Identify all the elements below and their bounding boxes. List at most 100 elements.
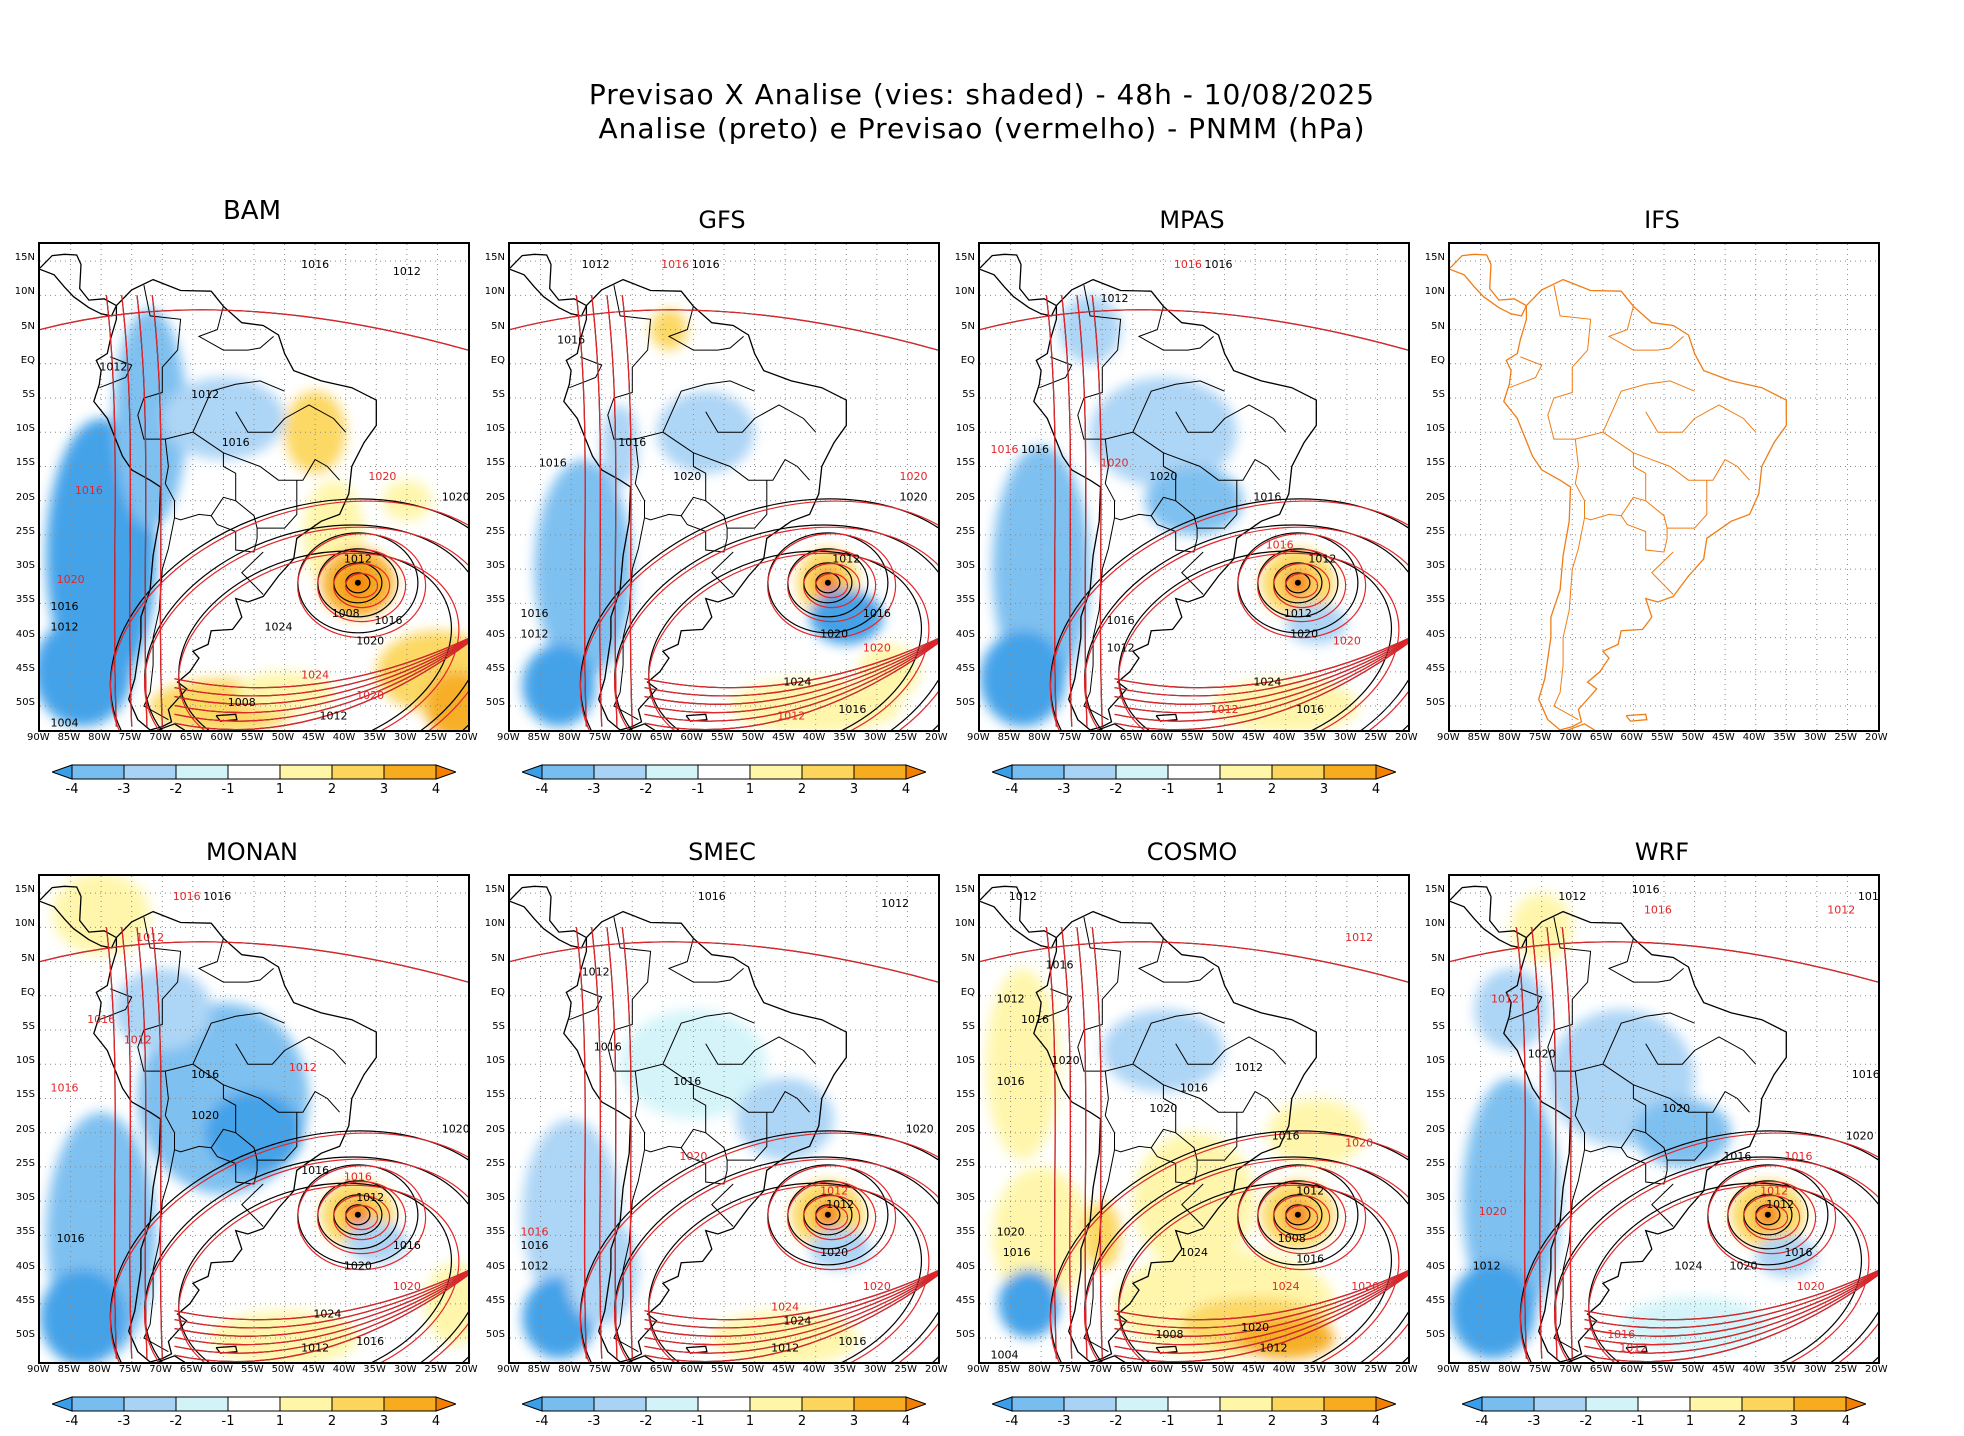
colorbar-label: 4 <box>431 782 441 797</box>
lon-tick-label: 25W <box>424 732 448 743</box>
isobar-label: 1020 <box>356 634 384 647</box>
grid-lines <box>40 876 468 1362</box>
lon-tick-label: 35W <box>1303 732 1326 743</box>
lon-tick-label: 50W <box>271 1364 295 1375</box>
colorbar-label: -2 <box>169 1414 183 1429</box>
colorbar-label: -1 <box>691 782 705 797</box>
grid-lines <box>1450 876 1878 1362</box>
isobar-label: 1020 <box>1149 1102 1177 1115</box>
lon-tick-label: 65W <box>649 1364 673 1375</box>
isobar-label: 1016 <box>521 1225 549 1238</box>
lat-tick-label: 40S <box>955 628 975 640</box>
lon-tick-label: 85W <box>997 1364 1021 1375</box>
colorbar-label: 1 <box>1685 1414 1695 1429</box>
colorbar-label: 3 <box>379 782 389 797</box>
lat-tick-label: EQ <box>960 354 975 366</box>
colorbar-label: 4 <box>901 1414 911 1429</box>
lat-tick-label: 30S <box>485 560 505 572</box>
lon-tick-label: 40W <box>332 732 356 743</box>
lat-tick-label: 50S <box>955 697 975 709</box>
lon-tick-label: 60W <box>680 732 704 743</box>
lon-tick-label: 25W <box>894 1364 918 1375</box>
colorbar-label: -2 <box>639 1414 653 1429</box>
isobar-label: 1016 <box>1266 539 1294 552</box>
lon-tick-label: 70W <box>1559 732 1582 743</box>
lat-tick-label: 15N <box>14 884 35 896</box>
lat-tick-label: EQ <box>1430 354 1445 366</box>
isobar-label: 1020 <box>356 689 384 702</box>
isobar-label: 1012 <box>1211 703 1239 716</box>
colorbar-label: -4 <box>1005 782 1019 797</box>
lon-tick-label: 50W <box>741 732 765 743</box>
lon-tick-label: 85W <box>997 732 1021 743</box>
lon-tick-label: 60W <box>1150 1364 1174 1375</box>
colorbar <box>1462 1396 1866 1412</box>
map-bam: 1016 1012 1012 1012 1016 1020 1020 1016 1012 1020… <box>38 242 470 732</box>
lon-tick-label: 70W <box>619 1364 642 1375</box>
lat-tick-label: 30S <box>1425 560 1445 572</box>
isobar-label: 1020 <box>673 470 701 483</box>
isobar-label: 1016 <box>863 607 891 620</box>
map-wrf: 1016101210161012101210121016102010201016… <box>1448 874 1880 1364</box>
figure-title-line2: Analise (preto) e Previsao (vermelho) - … <box>598 112 1366 145</box>
lat-tick-label: 5S <box>492 1021 505 1032</box>
colorbar-label: 4 <box>431 1414 441 1429</box>
isobar-label: 1024 <box>301 669 329 682</box>
colorbar-label: 3 <box>849 782 859 797</box>
lat-tick-label: 10N <box>484 918 505 930</box>
lon-tick-label: 40W <box>802 732 826 743</box>
lon-tick-label: 45W <box>1712 732 1735 743</box>
colorbar-label: -2 <box>639 782 653 797</box>
lat-tick-label: 25S <box>955 525 975 537</box>
colorbar-label: -1 <box>1161 1414 1175 1429</box>
lat-tick-label: 15N <box>954 884 975 896</box>
lat-tick-label: 5S <box>22 389 35 400</box>
lon-tick-label: 35W <box>363 1364 386 1375</box>
colorbar-label: 2 <box>327 782 337 797</box>
panel-title: WRF <box>1634 838 1690 866</box>
lon-tick-label: 90W <box>27 732 50 743</box>
lon-tick-label: 40W <box>1272 1364 1296 1375</box>
lon-tick-label: 65W <box>179 732 203 743</box>
lat-tick-label: 25S <box>485 525 505 537</box>
isobar-label: 1016 <box>539 457 567 470</box>
isobar-label: 1020 <box>900 491 928 504</box>
lat-tick-label: 5N <box>1431 952 1445 964</box>
lat-tick-label: 10S <box>485 423 505 435</box>
isobar-label: 1012 <box>826 1198 854 1211</box>
lon-tick-label: 60W <box>210 732 234 743</box>
isobar-label: 1016 <box>51 600 79 613</box>
colorbar-label: -3 <box>587 782 601 797</box>
lat-tick-label: 25S <box>955 1157 975 1169</box>
lon-tick-label: 70W <box>149 732 172 743</box>
isobar-label: 1016 <box>661 258 689 271</box>
isobar-label: 1012 <box>1760 1184 1788 1197</box>
isobar-label: 1012 <box>1766 1198 1794 1211</box>
lon-tick-label: 70W <box>149 1364 172 1375</box>
grid-lines <box>980 876 1408 1362</box>
lon-tick-label: 35W <box>1773 732 1796 743</box>
lon-tick-label: 75W <box>1528 1364 1552 1375</box>
colorbar <box>992 764 1396 780</box>
isobar-label: 1016 <box>557 333 585 346</box>
lat-tick-label: 5S <box>22 1021 35 1032</box>
lat-tick-label: 45S <box>485 1294 505 1306</box>
isobar-label: 1020 <box>820 628 848 641</box>
isobar-label: 1016 <box>1107 614 1135 627</box>
lon-tick-label: 45W <box>772 1364 795 1375</box>
lat-tick-label: 25S <box>15 1157 35 1169</box>
isobar-label: 1016 <box>1205 258 1233 271</box>
isobar-label: 1016 <box>692 258 720 271</box>
lon-tick-label: 50W <box>271 732 295 743</box>
isobar-label: 1016 <box>1046 958 1074 971</box>
isobar-label: 1012 <box>1284 607 1312 620</box>
isobar-label: 1016 <box>375 614 403 627</box>
isobar-label: 1016 <box>594 1041 622 1054</box>
colorbar-label: -4 <box>535 1414 549 1429</box>
lat-tick-label: 15S <box>15 457 35 469</box>
isobar-label: 1016 <box>393 1239 421 1252</box>
lat-tick-label: 10N <box>14 286 35 298</box>
grid-lines <box>40 244 468 730</box>
lon-tick-label: 30W <box>863 732 887 743</box>
lat-tick-label: 5N <box>21 320 35 332</box>
